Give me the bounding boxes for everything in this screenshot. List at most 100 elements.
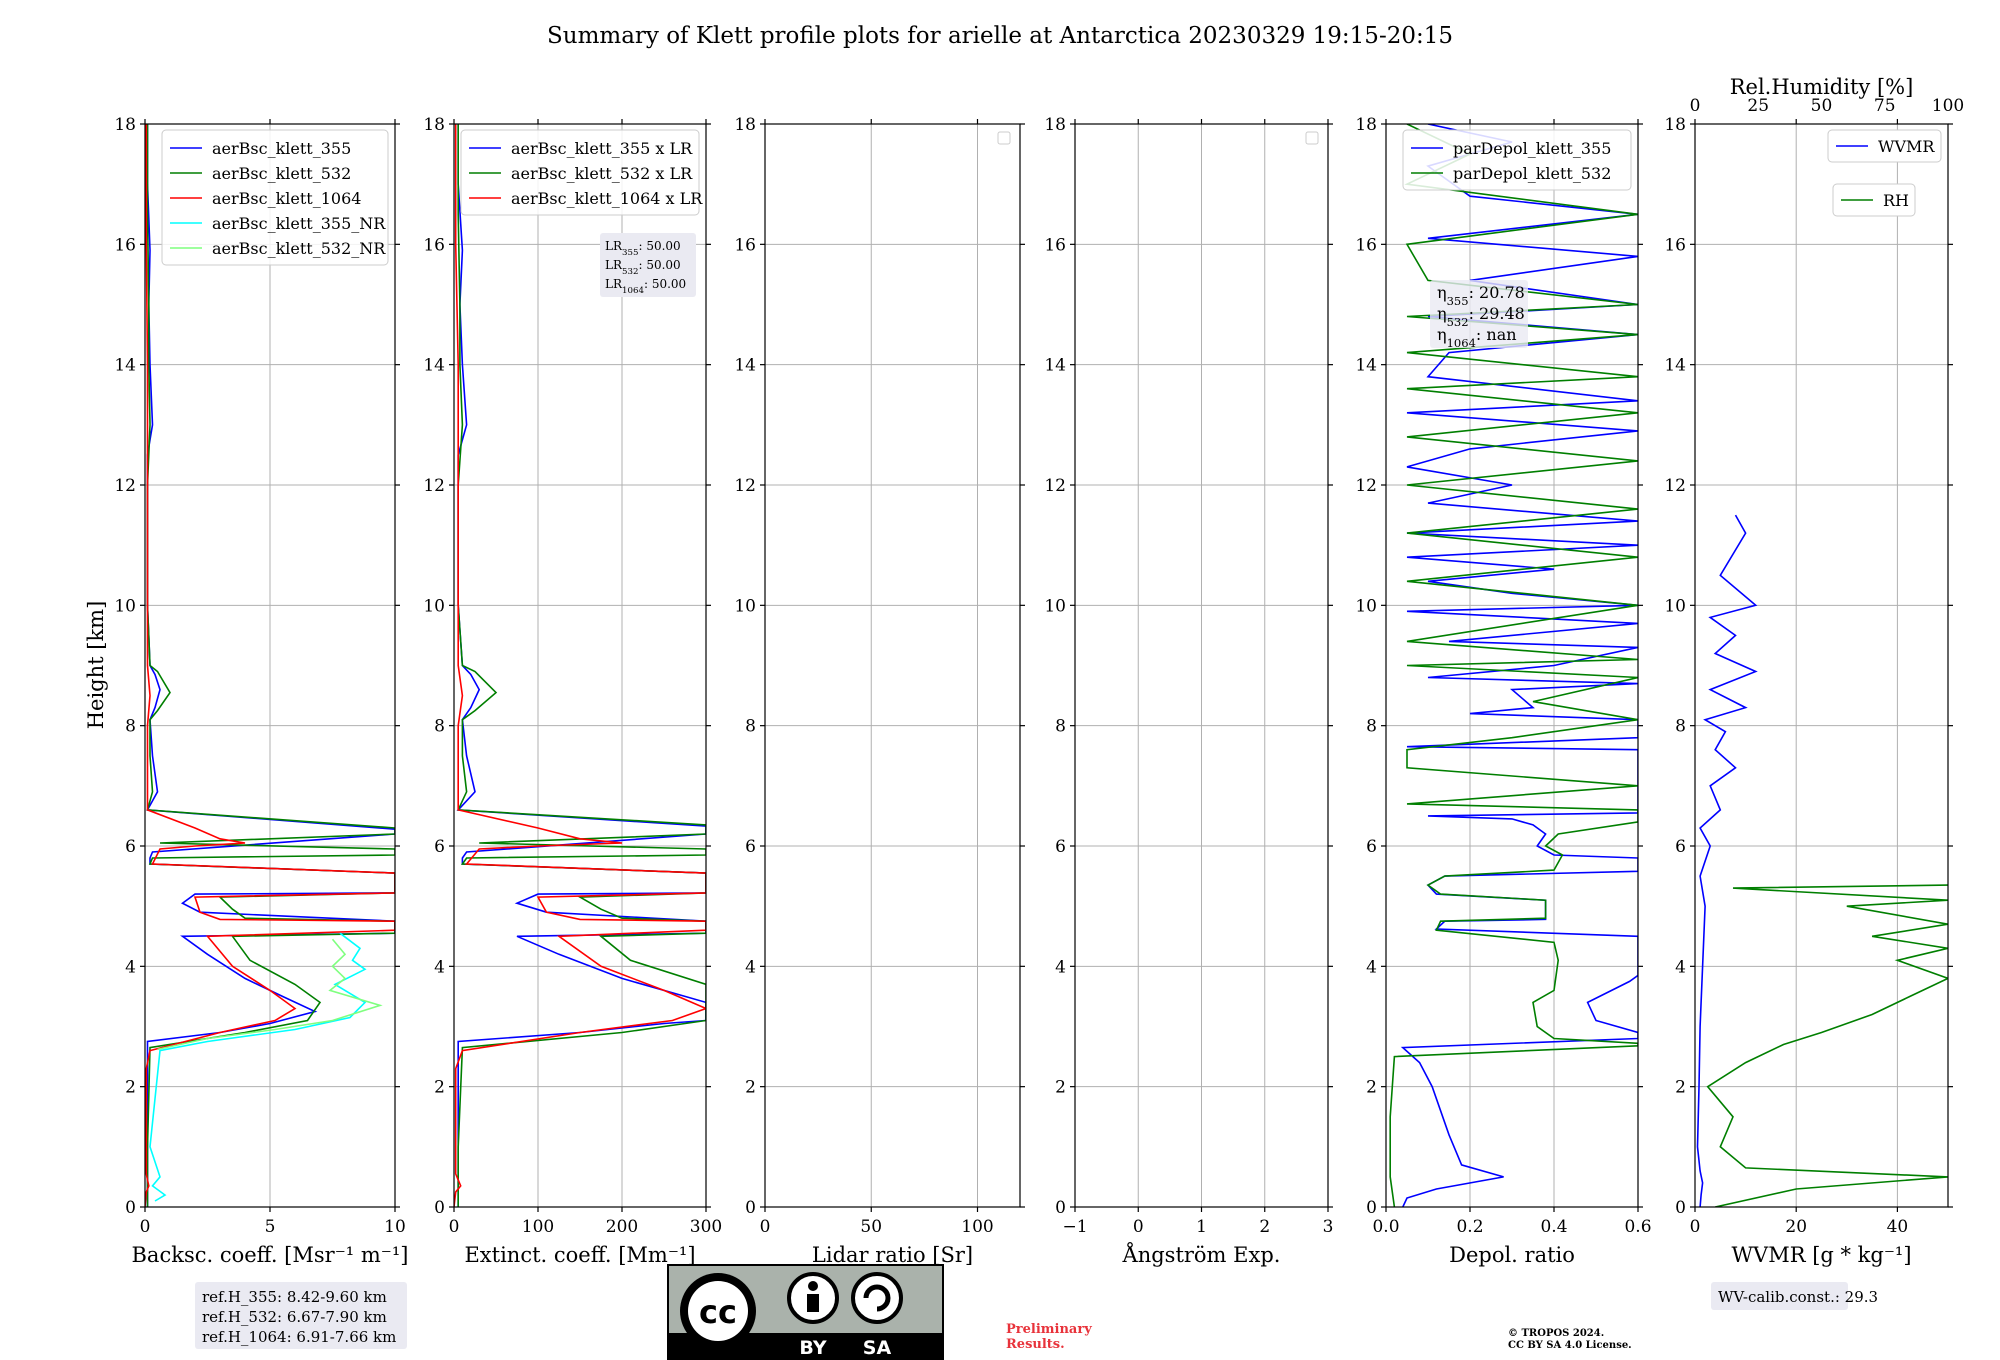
y-tick-label: 18 bbox=[1044, 115, 1066, 135]
series-group bbox=[1389, 124, 1638, 1207]
x-axis-title: Lidar ratio [Sr] bbox=[812, 1243, 973, 1267]
y-tick-label: 2 bbox=[125, 1078, 136, 1098]
annotation-text: WV-calib.const.: 29.3 bbox=[1718, 1288, 1878, 1306]
y-tick-label: 6 bbox=[1055, 837, 1066, 857]
y-tick-label: 10 bbox=[114, 596, 136, 616]
legend-box bbox=[1827, 129, 1942, 163]
y-tick-label: 2 bbox=[1366, 1078, 1377, 1098]
series-line-aerBsc_klett_355_NR bbox=[149, 932, 367, 1202]
x-tick-label: 0.6 bbox=[1624, 1217, 1651, 1237]
series-line-RH bbox=[1706, 884, 1948, 1207]
y-tick-label: 12 bbox=[734, 476, 756, 496]
y-tick-label: 10 bbox=[1355, 596, 1377, 616]
y-tick-label: 8 bbox=[1366, 717, 1377, 737]
panel-depol: 0 2 4 6 8 10 12 14 16 18 0.0 0.2 0.4 0.6 Depol. ratio p… bbox=[1355, 115, 1651, 1267]
x-tick-label: 3 bbox=[1323, 1217, 1334, 1237]
annotation-text: η355: 20.78 bbox=[1437, 283, 1525, 308]
x-tick-label: 0.4 bbox=[1540, 1217, 1567, 1237]
legend-label-aerBsc_klett_1064 x LR: aerBsc_klett_1064 x LR bbox=[511, 189, 703, 208]
annotation-text: LR532: 50.00 bbox=[605, 258, 681, 277]
series-line-aerBsc_klett_1064 x LR bbox=[454, 124, 706, 1207]
y-tick-label: 18 bbox=[114, 115, 136, 135]
panel-lidar-ratio: 0 2 4 6 8 10 12 14 16 18 0 50 100 Lidar ratio [Sr] bbox=[734, 115, 1025, 1267]
y-tick-label: 16 bbox=[423, 235, 445, 255]
y-tick-label: 0 bbox=[745, 1198, 756, 1218]
legend: aerBsc_klett_355 x LR aerBsc_klett_532 x … bbox=[460, 129, 703, 216]
sa-icon-arc bbox=[863, 1284, 891, 1312]
x-tick-label: 5 bbox=[265, 1217, 276, 1237]
y-tick-label: 14 bbox=[114, 356, 136, 376]
panel-backscatter: 0 2 4 6 8 10 12 14 16 18 0 5 10 Backsc. coeff. [Msr⁻¹… bbox=[114, 115, 408, 1349]
y-tick-label: 4 bbox=[1675, 957, 1686, 977]
y-tick-label: 10 bbox=[423, 596, 445, 616]
y-tick-label: 18 bbox=[1355, 115, 1377, 135]
annotation-text: LR355: 50.00 bbox=[605, 239, 681, 258]
legend-label-aerBsc_klett_355 x LR: aerBsc_klett_355 x LR bbox=[511, 139, 693, 158]
legend-label-aerBsc_klett_355: aerBsc_klett_355 bbox=[212, 139, 351, 158]
y-tick-label: 8 bbox=[745, 717, 756, 737]
y-tick-label: 16 bbox=[1355, 235, 1377, 255]
x-tick-label: 2 bbox=[1259, 1217, 1270, 1237]
y-tick-label: 12 bbox=[1355, 476, 1377, 496]
annotation-text: η532: 29.48 bbox=[1437, 304, 1525, 329]
x-tick-label: −1 bbox=[1062, 1217, 1087, 1237]
by-icon-head bbox=[808, 1281, 818, 1291]
x-tick-label: 10 bbox=[384, 1217, 406, 1237]
legend-label-aerBsc_klett_355_NR: aerBsc_klett_355_NR bbox=[212, 214, 386, 233]
y-tick-label: 8 bbox=[1055, 717, 1066, 737]
legend-label-RH: RH bbox=[1883, 191, 1909, 210]
empty-legend bbox=[1305, 131, 1319, 145]
x-axis-title: WVMR [g * kg⁻¹] bbox=[1731, 1243, 1911, 1267]
by-icon-body bbox=[807, 1294, 819, 1312]
plot-frame bbox=[1694, 123, 1949, 1208]
y-tick-label: 8 bbox=[1675, 717, 1686, 737]
x-tick-label: 0.0 bbox=[1372, 1217, 1399, 1237]
cc-by-sa-badge: cc BY SA bbox=[667, 1264, 944, 1360]
annotation-text: ref.H_355: 8.42-9.60 km bbox=[202, 1288, 387, 1306]
x2-tick-label: 50 bbox=[1811, 96, 1833, 116]
y-tick-label: 2 bbox=[434, 1078, 445, 1098]
badge-by-text: BY bbox=[799, 1337, 826, 1359]
copyright-text: CC BY SA 4.0 License. bbox=[1508, 1340, 1632, 1351]
y-tick-label: 16 bbox=[734, 235, 756, 255]
legend-label-aerBsc_klett_532: aerBsc_klett_532 bbox=[212, 164, 351, 183]
annotation-box: WV-calib.const.: 29.3 bbox=[1711, 1282, 1878, 1310]
x-axis-title: Extinct. coeff. [Mm⁻¹] bbox=[464, 1243, 695, 1267]
panel-extinction: 0 2 4 6 8 10 12 14 16 18 0 100 200 300 Extinct. coeff.… bbox=[423, 115, 722, 1267]
preliminary-results-text: Results. bbox=[1006, 1337, 1065, 1352]
x2-tick-label: 25 bbox=[1747, 96, 1769, 116]
x-tick-label: 0 bbox=[1690, 1217, 1701, 1237]
y-tick-label: 4 bbox=[434, 957, 445, 977]
y-tick-label: 12 bbox=[114, 476, 136, 496]
x-tick-label: 300 bbox=[690, 1217, 722, 1237]
x2-axis-title: Rel.Humidity [%] bbox=[1730, 75, 1914, 99]
x-tick-label: 0.2 bbox=[1456, 1217, 1483, 1237]
y-tick-label: 0 bbox=[434, 1198, 445, 1218]
annotation-text: ref.H_532: 6.67-7.90 km bbox=[202, 1308, 387, 1326]
annotation-text: η1064: nan bbox=[1437, 325, 1517, 350]
annotation-bg bbox=[1430, 280, 1528, 348]
y-tick-label: 2 bbox=[745, 1078, 756, 1098]
y-tick-label: 12 bbox=[1044, 476, 1066, 496]
y-tick-label: 10 bbox=[1664, 596, 1686, 616]
series-line-aerBsc_klett_532 bbox=[146, 124, 395, 1207]
x-tick-label: 0 bbox=[140, 1217, 151, 1237]
y-tick-label: 4 bbox=[125, 957, 136, 977]
legend-box bbox=[460, 129, 700, 216]
y-tick-label: 4 bbox=[745, 957, 756, 977]
y-tick-label: 16 bbox=[1664, 235, 1686, 255]
y-tick-label: 18 bbox=[1664, 115, 1686, 135]
x-tick-label: 100 bbox=[961, 1217, 993, 1237]
x-tick-label: 40 bbox=[1887, 1217, 1909, 1237]
series-line-parDepol_klett_532 bbox=[1389, 124, 1638, 1207]
y-tick-label: 0 bbox=[1366, 1198, 1377, 1218]
plot-frame bbox=[1385, 123, 1639, 1208]
x2-tick-label: 75 bbox=[1874, 96, 1896, 116]
x-tick-label: 50 bbox=[860, 1217, 882, 1237]
x-axis-title: Backsc. coeff. [Msr⁻¹ m⁻¹] bbox=[132, 1243, 409, 1267]
annotation-bg bbox=[600, 233, 696, 297]
copyright-text: © TROPOS 2024. bbox=[1508, 1328, 1604, 1339]
y-tick-label: 14 bbox=[1355, 356, 1377, 376]
empty-legend bbox=[997, 131, 1011, 145]
